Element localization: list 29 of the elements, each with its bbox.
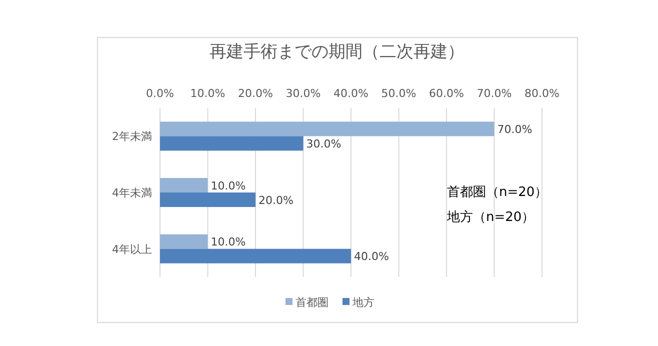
x-tick-label: 40.0% — [334, 87, 368, 100]
data-label: 10.0% — [210, 236, 246, 249]
x-tick-label: 80.0% — [524, 87, 560, 100]
x-tick-label: 50.0% — [381, 87, 416, 100]
y-tick-label: 2年未満 — [112, 130, 152, 144]
y-tick-label: 4年以上 — [112, 242, 152, 256]
data-label: 10.0% — [210, 179, 246, 192]
annotation: 地方（n=20） — [446, 209, 535, 225]
data-label: 70.0% — [497, 122, 532, 136]
x-tick-label: 0.0% — [146, 87, 174, 100]
bar — [160, 178, 208, 192]
bar — [160, 248, 351, 264]
legend-label: 首都圏 — [296, 296, 328, 309]
y-tick-label: 4年未満 — [112, 186, 152, 200]
annotation: 首都圏（n=20） — [447, 185, 548, 200]
x-tick-label: 20.0% — [238, 87, 273, 100]
legend-label: 地方 — [352, 296, 374, 309]
bar — [160, 192, 256, 207]
data-label: 40.0% — [354, 250, 389, 264]
data-label: 30.0% — [306, 137, 342, 150]
bar — [160, 122, 494, 136]
data-label: 20.0% — [258, 194, 294, 207]
bar — [160, 136, 304, 151]
x-tick-label: 10.0% — [190, 87, 226, 100]
x-tick-label: 70.0% — [476, 87, 512, 100]
bar — [160, 234, 208, 249]
chart-title: 再建手術までの期間（二次再建） — [210, 42, 464, 62]
x-tick-label: 60.0% — [429, 87, 464, 100]
x-tick-label: 30.0% — [286, 87, 321, 100]
